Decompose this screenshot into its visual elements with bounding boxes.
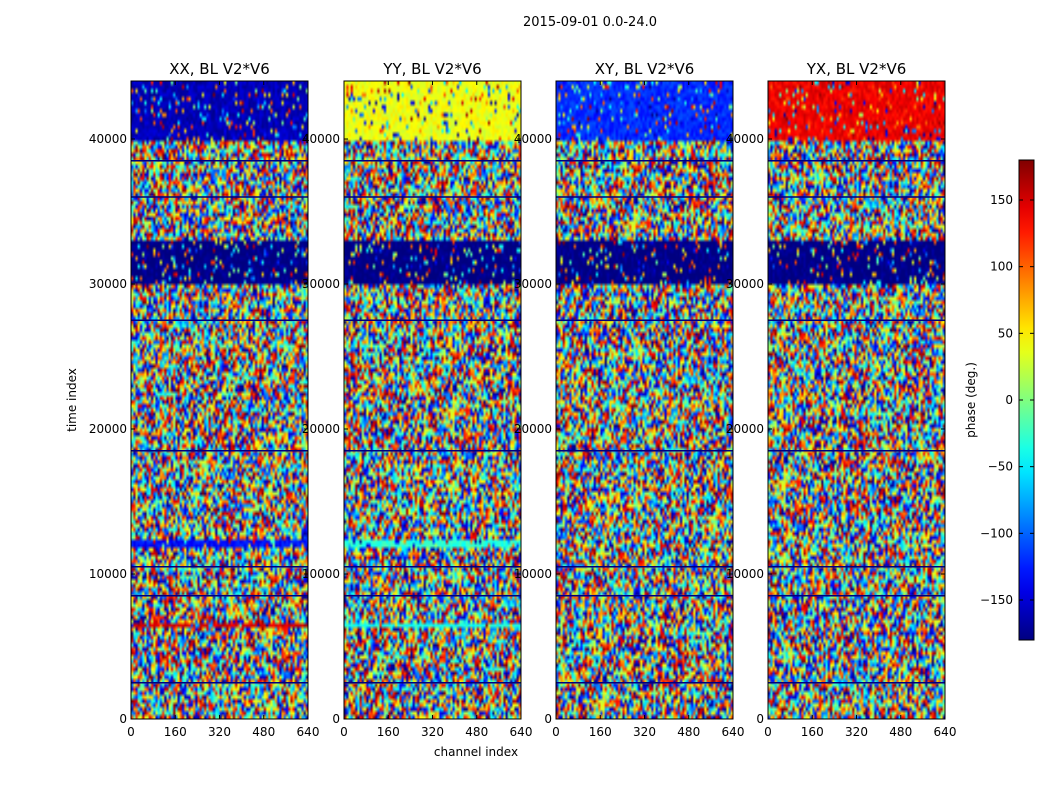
x-tick-label: 320 [845, 725, 868, 739]
y-tick-label: 40000 [514, 132, 552, 146]
panel-2: YY, BL V2*V6 0 160 320 480 640 0 10000 20000 3000… [302, 60, 533, 759]
y-tick-label: 10000 [89, 567, 127, 581]
phase-heatmap [768, 81, 945, 719]
panel-title: XY, BL V2*V6 [595, 60, 695, 78]
phase-heatmap [556, 81, 733, 719]
x-tick-label: 0 [340, 725, 348, 739]
x-tick-label: 640 [722, 725, 745, 739]
colorbar-tick-label: −100 [980, 526, 1013, 540]
x-tick-label: 640 [510, 725, 533, 739]
y-tick-label: 10000 [302, 567, 340, 581]
x-tick-label: 0 [552, 725, 560, 739]
colorbar-tick-label: 100 [990, 260, 1013, 274]
colorbar-tick-label: −150 [980, 593, 1013, 607]
y-tick-label: 0 [119, 712, 127, 726]
colorbar-tick-label: −50 [988, 460, 1013, 474]
y-tick-label: 30000 [89, 277, 127, 291]
y-axis-label: time index [65, 368, 79, 432]
panel-3: XY, BL V2*V6 0 160 320 480 640 0 10000 20000 3000… [514, 60, 745, 739]
x-tick-label: 320 [421, 725, 444, 739]
colorbar-tick-label: 50 [998, 326, 1013, 340]
phase-heatmap [131, 81, 308, 719]
y-tick-label: 30000 [302, 277, 340, 291]
x-tick-label: 160 [377, 725, 400, 739]
x-tick-label: 160 [589, 725, 612, 739]
y-tick-label: 10000 [726, 567, 764, 581]
y-tick-label: 40000 [89, 132, 127, 146]
panel-title: XX, BL V2*V6 [169, 60, 270, 78]
x-axis-label: channel index [434, 745, 518, 759]
y-tick-label: 40000 [302, 132, 340, 146]
y-tick-label: 10000 [514, 567, 552, 581]
y-tick-label: 0 [756, 712, 764, 726]
y-tick-label: 20000 [89, 422, 127, 436]
colorbar-tick-label: 150 [990, 193, 1013, 207]
phase-heatmap [344, 81, 521, 719]
y-tick-label: 20000 [726, 422, 764, 436]
x-tick-label: 480 [465, 725, 488, 739]
y-tick-label: 30000 [514, 277, 552, 291]
panel-4: YX, BL V2*V6 0 160 320 480 640 0 10000 20000 3000… [726, 60, 957, 739]
panel-title: YY, BL V2*V6 [382, 60, 481, 78]
figure-suptitle: 2015-09-01 0.0-24.0 [523, 15, 657, 30]
y-tick-label: 40000 [726, 132, 764, 146]
y-tick-label: 0 [332, 712, 340, 726]
colorbar-tick-label: 0 [1005, 393, 1013, 407]
x-tick-label: 320 [633, 725, 656, 739]
x-tick-label: 480 [252, 725, 275, 739]
x-tick-label: 160 [801, 725, 824, 739]
x-tick-label: 160 [164, 725, 187, 739]
x-tick-label: 640 [934, 725, 957, 739]
panel-1: XX, BL V2*V6 0 160 320 480 640 0 10000 20000 3000… [65, 60, 319, 739]
x-tick-label: 320 [208, 725, 231, 739]
x-tick-label: 0 [127, 725, 135, 739]
colorbar-label: phase (deg.) [964, 362, 978, 438]
panels-group: XX, BL V2*V6 0 160 320 480 640 0 10000 20000 3000… [65, 60, 956, 759]
y-tick-label: 30000 [726, 277, 764, 291]
panel-title: YX, BL V2*V6 [806, 60, 907, 78]
y-tick-label: 20000 [302, 422, 340, 436]
y-tick-label: 20000 [514, 422, 552, 436]
y-tick-label: 0 [544, 712, 552, 726]
x-tick-label: 480 [677, 725, 700, 739]
x-tick-label: 480 [889, 725, 912, 739]
x-tick-label: 0 [764, 725, 772, 739]
x-tick-label: 640 [297, 725, 320, 739]
colorbar: 150 100 50 0 −50 −100 −150 phase (deg.) [964, 159, 1035, 641]
